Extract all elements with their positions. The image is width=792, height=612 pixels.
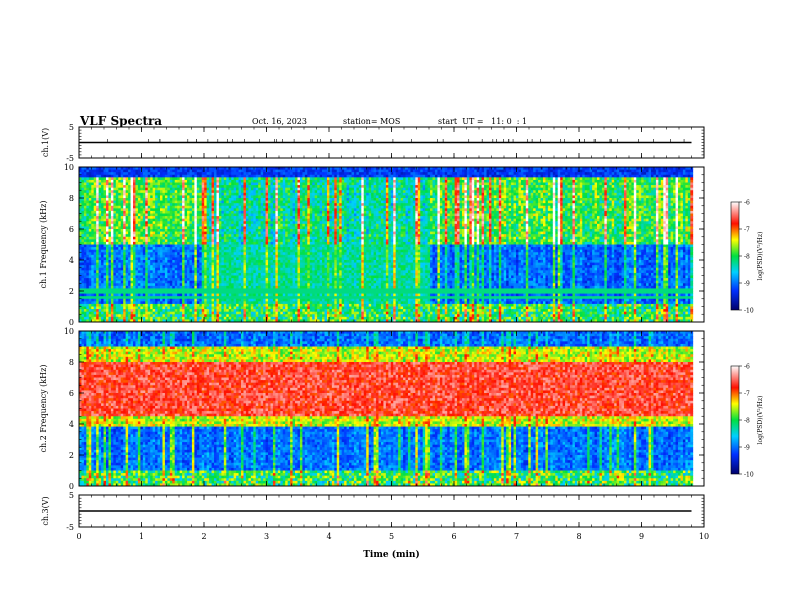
colorbar-tick-label: -10: [744, 472, 754, 479]
y-tick-label: 6: [69, 225, 74, 234]
x-tick-label: 8: [576, 532, 581, 541]
colorbar-tick-label: -10: [744, 308, 754, 315]
x-tick-label: 2: [201, 532, 206, 541]
colorbar-tick-label: -9: [744, 281, 750, 288]
y-tick-label: 2: [69, 287, 74, 296]
y-tick-label: 8: [69, 194, 74, 203]
y-tick-label: 10: [64, 327, 74, 336]
colorbar-tick-label: -7: [744, 227, 750, 234]
y-tick-label: 5: [69, 491, 74, 500]
colorbar-label: log(PSD)(V²/Hz): [757, 396, 764, 445]
y-tick-label: -5: [66, 523, 74, 532]
observation-date: Oct. 16, 2023: [252, 117, 307, 126]
x-axis-title: Time (min): [363, 549, 420, 560]
x-tick-label: 6: [451, 532, 456, 541]
colorbar-tick-label: -8: [744, 418, 750, 425]
colorbar-tick-label: -9: [744, 445, 750, 452]
y-tick-label: 4: [69, 420, 74, 429]
y-tick-label: 8: [69, 358, 74, 367]
x-tick-label: 10: [699, 532, 709, 541]
colorbar-tick-label: -6: [744, 364, 750, 371]
colorbar-tick-label: -8: [744, 254, 750, 261]
spectrogram-image-ch2: [79, 331, 694, 487]
x-tick-label: 0: [76, 532, 81, 541]
figure-title: VLF Spectra: [80, 114, 162, 128]
y-tick-label: 6: [69, 389, 74, 398]
y-tick-label: -5: [66, 154, 74, 163]
x-tick-label: 7: [514, 532, 519, 541]
y-tick-label: 10: [64, 163, 74, 172]
y-tick-label: 2: [69, 451, 74, 460]
colorbar-tick-label: -6: [744, 200, 750, 207]
y-tick-label: 0: [69, 482, 74, 491]
ch1-frequency-axis-label: ch.1 Frequency (kHz): [39, 201, 48, 289]
x-tick-label: 1: [139, 532, 144, 541]
colorbar-tick-label: -7: [744, 391, 750, 398]
y-tick-label: 5: [69, 123, 74, 132]
x-tick-label: 4: [326, 532, 331, 541]
y-tick-label: 0: [69, 318, 74, 327]
start-time-label: start UT = 11: 0 : 1: [438, 117, 527, 126]
x-tick-label: 3: [264, 532, 269, 541]
ch1-axis-label: ch.1(V): [41, 128, 50, 157]
spectrogram-image-ch1: [79, 167, 694, 323]
x-tick-label: 9: [639, 532, 644, 541]
ch2-frequency-axis-label: ch.2 Frequency (kHz): [39, 365, 48, 453]
colorbar-ch2: [730, 365, 740, 475]
colorbar-ch1: [730, 201, 740, 311]
y-tick-label: 4: [69, 256, 74, 265]
station-label: station= MOS: [343, 117, 400, 126]
colorbar-label: log(PSD)(V²/Hz): [757, 232, 764, 281]
x-tick-label: 5: [389, 532, 394, 541]
ch3-axis-label: ch.3(V): [41, 496, 50, 525]
